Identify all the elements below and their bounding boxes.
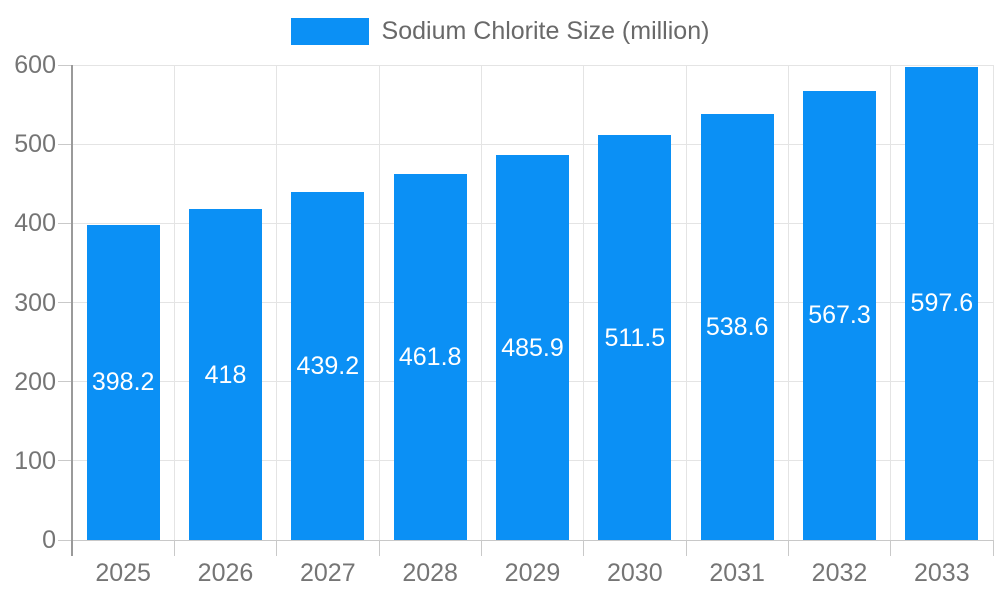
bar-2032	[803, 90, 876, 540]
gridline-vertical-7	[787, 65, 789, 540]
y-axis-tick-200	[58, 381, 72, 383]
gridline-vertical-5	[583, 65, 585, 540]
bar-2025	[86, 224, 160, 540]
y-tick-label-600: 600	[14, 51, 56, 79]
legend-label: Sodium Chlorite Size (million)	[381, 16, 710, 45]
bar-value-label-2028: 461.8	[398, 343, 462, 372]
x-axis-tick-4	[480, 540, 482, 556]
bar-2028	[393, 174, 467, 540]
x-tick-label-2026: 2026	[197, 559, 254, 587]
gridline-vertical-2	[276, 65, 278, 540]
gridline-vertical-6	[685, 65, 687, 540]
gridline-vertical-3	[378, 65, 380, 540]
x-tick-label-2031: 2031	[709, 559, 765, 587]
x-tick-label-2029: 2029	[504, 559, 561, 587]
legend-swatch	[290, 17, 369, 45]
y-axis-tick-0	[58, 539, 72, 541]
y-tick-label-400: 400	[14, 209, 56, 238]
x-axis-tick-1	[173, 540, 175, 556]
bar-2031	[700, 113, 774, 540]
bar-value-label-2029: 485.9	[501, 333, 564, 362]
y-axis-line	[71, 65, 73, 556]
bar-value-label-2026: 418	[204, 360, 247, 389]
bar-value-label-2025: 398.2	[91, 368, 155, 397]
x-tick-label-2032: 2032	[811, 559, 868, 587]
y-axis-tick-300	[58, 302, 72, 303]
bar-2027	[291, 192, 365, 540]
y-axis-tick-400	[58, 222, 72, 224]
bar-value-label-2027: 439.2	[296, 352, 360, 381]
x-axis-tick-5	[583, 540, 585, 556]
y-axis-tick-500	[58, 143, 72, 145]
gridline-vertical-8	[890, 65, 892, 540]
bar-2030	[598, 135, 672, 540]
y-axis-tick-600	[58, 64, 72, 66]
bar-value-label-2031: 538.6	[705, 312, 769, 341]
gridline-vertical-9	[992, 65, 994, 540]
bar-value-label-2030: 511.5	[604, 323, 666, 352]
gridline-vertical-4	[480, 65, 482, 540]
gridline-horizontal-0	[72, 539, 993, 541]
x-axis-tick-8	[890, 540, 892, 556]
plot-area: 0 100 200 300 400 500 600 398.2 2025 418 2026 439.2…	[14, 51, 994, 587]
chart-legend[interactable]: Sodium Chlorite Size (million)	[0, 16, 1000, 46]
x-tick-label-2025: 2025	[95, 559, 151, 587]
bar-value-label-2033: 597.6	[910, 289, 974, 318]
x-tick-label-2027: 2027	[300, 559, 356, 587]
x-tick-label-2033: 2033	[914, 559, 970, 587]
x-tick-label-2028: 2028	[402, 559, 458, 587]
x-tick-label-2030: 2030	[607, 559, 663, 587]
y-tick-label-100: 100	[14, 446, 56, 475]
x-axis-tick-2	[276, 540, 278, 556]
x-axis-tick-6	[685, 540, 687, 556]
gridline-horizontal-500	[72, 143, 993, 145]
gridline-vertical-1	[173, 65, 175, 540]
x-axis-tick-3	[378, 540, 380, 556]
y-tick-label-300: 300	[14, 288, 56, 317]
bar-2026	[189, 209, 262, 540]
y-tick-label-0: 0	[42, 526, 56, 554]
bar-2033	[905, 66, 979, 540]
y-axis-tick-100	[58, 460, 72, 462]
x-axis-tick-7	[787, 540, 789, 556]
bar-2029	[496, 155, 569, 540]
bar-value-label-2032: 567.3	[808, 301, 871, 330]
y-tick-label-500: 500	[14, 130, 56, 159]
gridline-horizontal-600	[72, 64, 993, 66]
x-axis-tick-9	[992, 540, 994, 556]
y-tick-label-200: 200	[14, 367, 56, 396]
